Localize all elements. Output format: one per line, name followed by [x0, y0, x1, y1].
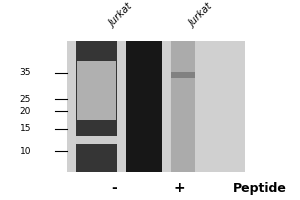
- Text: Jurkat: Jurkat: [107, 2, 134, 29]
- Text: 20: 20: [20, 107, 31, 116]
- FancyBboxPatch shape: [76, 136, 117, 144]
- FancyBboxPatch shape: [171, 41, 195, 172]
- FancyBboxPatch shape: [76, 41, 117, 172]
- FancyBboxPatch shape: [77, 61, 116, 120]
- Text: +: +: [174, 181, 185, 195]
- Text: Jurkat: Jurkat: [188, 2, 215, 29]
- Text: 10: 10: [20, 147, 31, 156]
- FancyBboxPatch shape: [67, 41, 245, 172]
- Text: 15: 15: [20, 124, 31, 133]
- Text: -: -: [112, 181, 117, 195]
- FancyBboxPatch shape: [126, 41, 162, 172]
- Text: 35: 35: [20, 68, 31, 77]
- Text: 25: 25: [20, 95, 31, 104]
- FancyBboxPatch shape: [171, 72, 195, 78]
- Text: Peptide: Peptide: [233, 182, 287, 195]
